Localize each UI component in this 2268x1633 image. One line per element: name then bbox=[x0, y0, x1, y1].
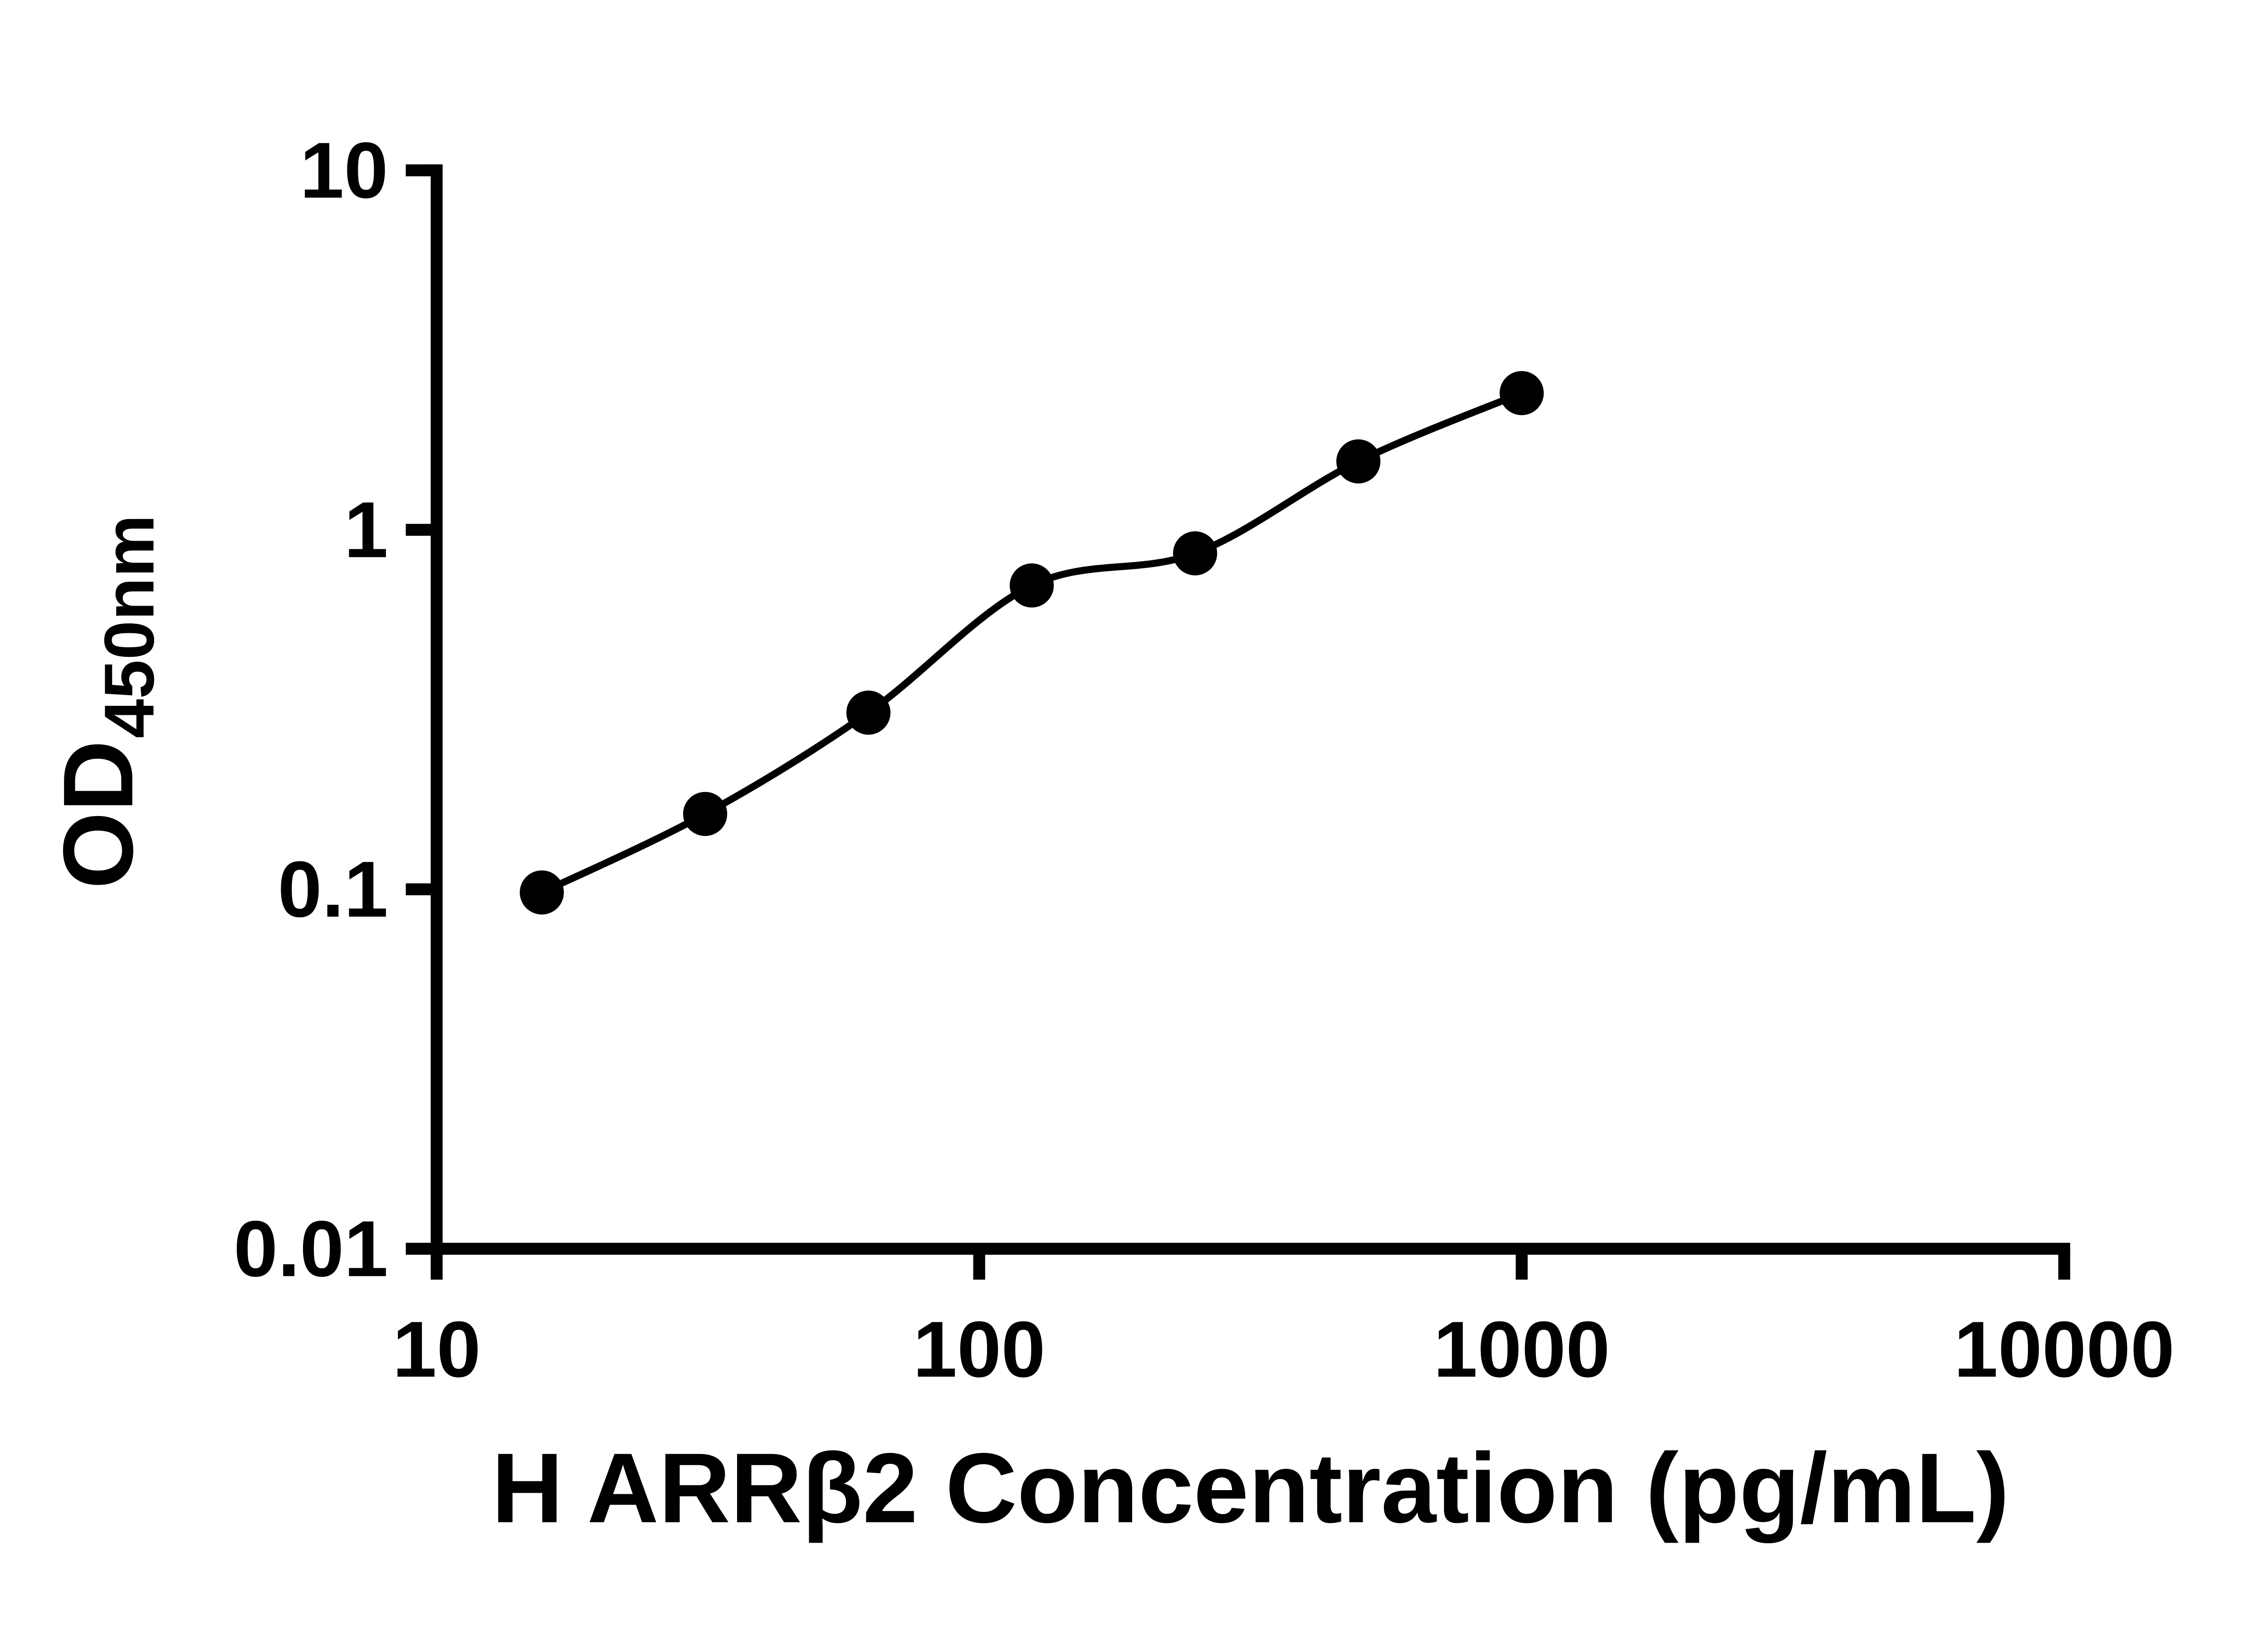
x-tick-label: 100 bbox=[913, 1305, 1046, 1394]
data-point bbox=[683, 792, 728, 836]
axis-line bbox=[430, 164, 2070, 1255]
x-tick-label: 10 bbox=[392, 1305, 481, 1394]
plot-layer: 10 100 1000 10000 0.01 0.1 1 10 bbox=[234, 127, 2175, 1394]
data-point bbox=[1336, 439, 1381, 484]
y-axis-title-main: OD bbox=[43, 740, 154, 889]
y-tick-label: 10 bbox=[300, 127, 388, 215]
y-tick-label: 1 bbox=[344, 486, 388, 574]
y-axis-title: OD 450nm bbox=[43, 514, 169, 889]
x-tick-label: 10000 bbox=[1954, 1305, 2175, 1394]
data-point bbox=[519, 870, 564, 915]
data-point bbox=[1500, 371, 1544, 416]
data-point bbox=[846, 690, 891, 735]
x-axis-title: H ARRβ2 Concentration (pg/mL) bbox=[492, 1433, 2009, 1544]
data-point bbox=[1173, 531, 1217, 576]
y-tick-label: 0.1 bbox=[278, 846, 388, 934]
x-tick-label: 1000 bbox=[1433, 1305, 1610, 1394]
data-point bbox=[1009, 563, 1054, 608]
y-axis-title-subscript: 450nm bbox=[89, 514, 168, 738]
y-tick-label: 0.01 bbox=[234, 1205, 388, 1293]
